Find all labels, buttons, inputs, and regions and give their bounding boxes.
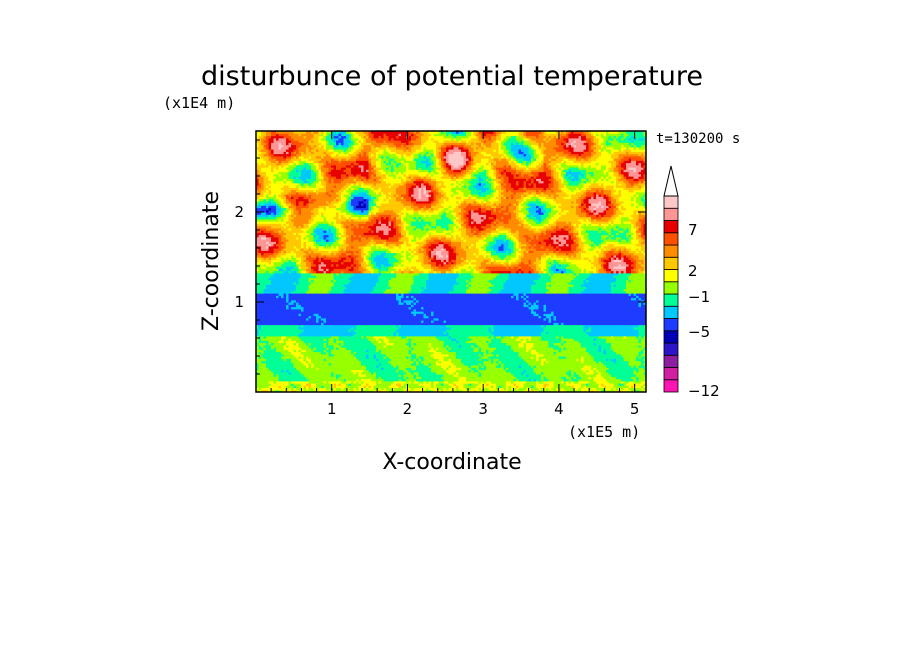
chart-title: disturbunce of potential temperature: [201, 61, 703, 92]
y-unit-label: (x1E4 m): [163, 94, 235, 112]
time-label: t=130200 s: [656, 131, 740, 147]
heatmap-field: [256, 131, 647, 393]
